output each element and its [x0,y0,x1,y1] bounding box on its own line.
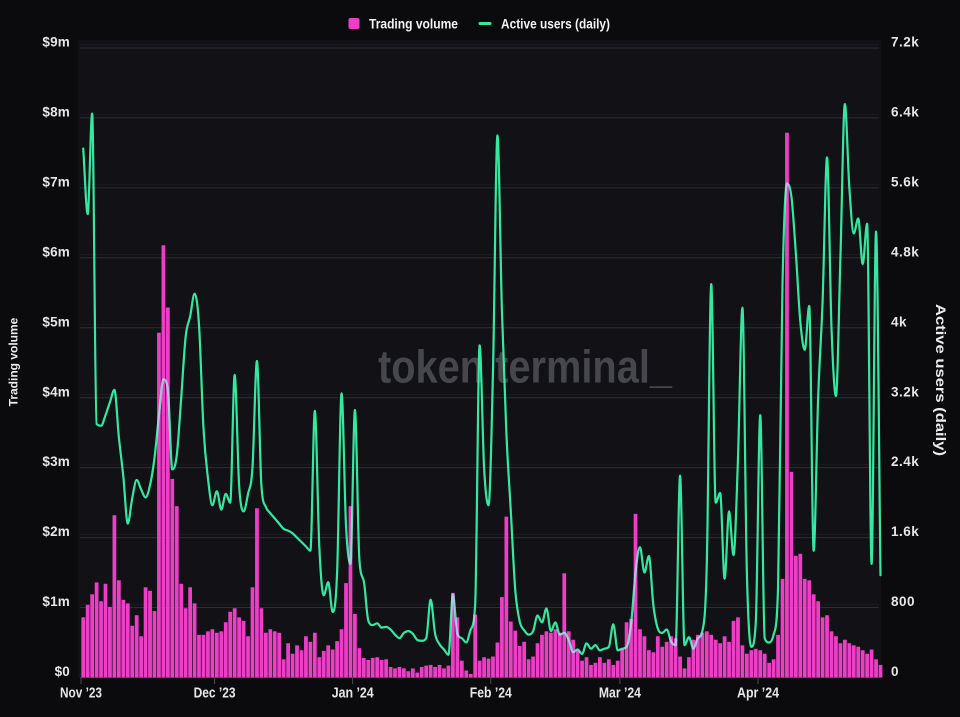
svg-text:$6m: $6m [42,244,70,259]
svg-text:token terminal_: token terminal_ [378,341,672,393]
svg-text:Jan ’24: Jan ’24 [332,685,375,702]
svg-text:800: 800 [891,594,915,609]
svg-text:$5m: $5m [42,314,70,329]
svg-text:$2m: $2m [42,524,70,539]
svg-text:$3m: $3m [42,454,70,469]
svg-text:2.4k: 2.4k [891,454,919,469]
svg-text:0: 0 [891,664,899,679]
svg-text:$7m: $7m [42,174,70,189]
svg-text:$8m: $8m [42,104,70,119]
svg-text:1.6k: 1.6k [891,524,919,539]
svg-text:4.8k: 4.8k [891,244,919,259]
svg-text:Trading volume: Trading volume [369,16,458,32]
svg-text:Feb ’24: Feb ’24 [470,685,513,702]
svg-text:4k: 4k [891,314,907,329]
svg-text:Mar ’24: Mar ’24 [599,685,642,702]
svg-text:Trading volume: Trading volume [7,317,21,406]
svg-text:$0: $0 [55,664,70,679]
svg-text:Nov ’23: Nov ’23 [60,685,102,702]
svg-text:Apr ’24: Apr ’24 [737,685,780,702]
svg-text:Dec ’23: Dec ’23 [194,685,236,702]
svg-text:Active users (daily): Active users (daily) [933,304,948,456]
svg-text:3.2k: 3.2k [891,384,919,399]
svg-text:$1m: $1m [42,594,70,609]
svg-text:$4m: $4m [42,384,70,399]
svg-text:$9m: $9m [42,35,70,50]
svg-text:5.6k: 5.6k [891,174,919,189]
svg-text:Active users (daily): Active users (daily) [501,16,610,32]
svg-text:6.4k: 6.4k [891,104,919,119]
svg-text:7.2k: 7.2k [891,35,919,50]
